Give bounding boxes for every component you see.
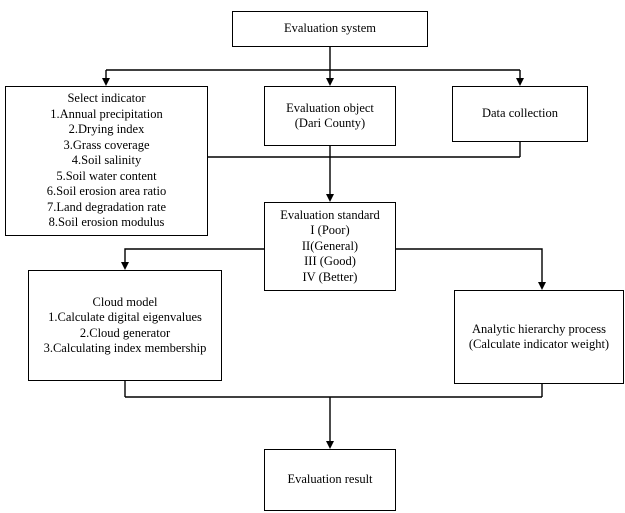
- indicator-item: 2.Drying index: [68, 122, 145, 137]
- arrowhead-to-cloud: [121, 262, 129, 270]
- arrowhead-to-standard: [326, 194, 334, 202]
- evaluation-result-box: Evaluation result: [264, 449, 396, 511]
- indicator-item: 3.Grass coverage: [63, 137, 150, 152]
- arrowhead-to-data: [516, 78, 524, 86]
- connector-standard-right: [396, 248, 543, 284]
- evaluation-object-sub: (Dari County): [294, 116, 366, 130]
- select-indicator-box: Select indicator 1.Annual precipitation …: [5, 86, 208, 236]
- evaluation-system-box: Evaluation system: [232, 11, 428, 47]
- cloud-model-step: 2.Cloud generator: [79, 325, 171, 340]
- indicator-item: 8.Soil erosion modulus: [48, 215, 165, 230]
- data-collection-label: Data collection: [481, 106, 558, 121]
- ahp-sub: (Calculate indicator weight): [468, 337, 610, 351]
- data-collection-box: Data collection: [452, 86, 588, 142]
- indicator-item: 5.Soil water content: [56, 168, 157, 183]
- indicator-item: 7.Land degradation rate: [46, 199, 167, 214]
- cloud-model-step: 3.Calculating index membership: [43, 341, 207, 355]
- standard-grade: I (Poor): [310, 223, 350, 238]
- evaluation-result-label: Evaluation result: [287, 472, 373, 487]
- indicator-item: 4.Soil salinity: [71, 153, 142, 168]
- ahp-box: Analytic hierarchy process (Calculate in…: [454, 290, 624, 384]
- evaluation-standard-box: Evaluation standard I (Poor) II(General)…: [264, 202, 396, 291]
- evaluation-system-label: Evaluation system: [284, 21, 376, 36]
- cloud-model-box: Cloud model 1.Calculate digital eigenval…: [28, 270, 222, 381]
- evaluation-object-box: Evaluation object (Dari County): [264, 86, 396, 146]
- cloud-model-step: 1.Calculate digital eigenvalues: [48, 310, 202, 324]
- connector-standard-left: [124, 248, 264, 264]
- indicator-heading: Select indicator: [67, 91, 146, 106]
- arrowhead-to-ahp: [538, 282, 546, 290]
- arrowhead-to-result: [326, 441, 334, 449]
- cloud-model-heading: Cloud model: [92, 294, 158, 309]
- standard-grade: III (Good): [304, 254, 356, 269]
- indicator-item: 1.Annual precipitation: [50, 106, 163, 121]
- arrowhead-to-indicator: [102, 78, 110, 86]
- arrowhead-to-object: [326, 78, 334, 86]
- standard-grade: IV (Better): [302, 269, 358, 284]
- standard-heading: Evaluation standard: [280, 207, 380, 222]
- standard-grade: II(General): [301, 238, 359, 253]
- indicator-item: 6.Soil erosion area ratio: [46, 184, 167, 199]
- ahp-label: Analytic hierarchy process: [472, 321, 606, 336]
- evaluation-object-label: Evaluation object: [286, 100, 374, 115]
